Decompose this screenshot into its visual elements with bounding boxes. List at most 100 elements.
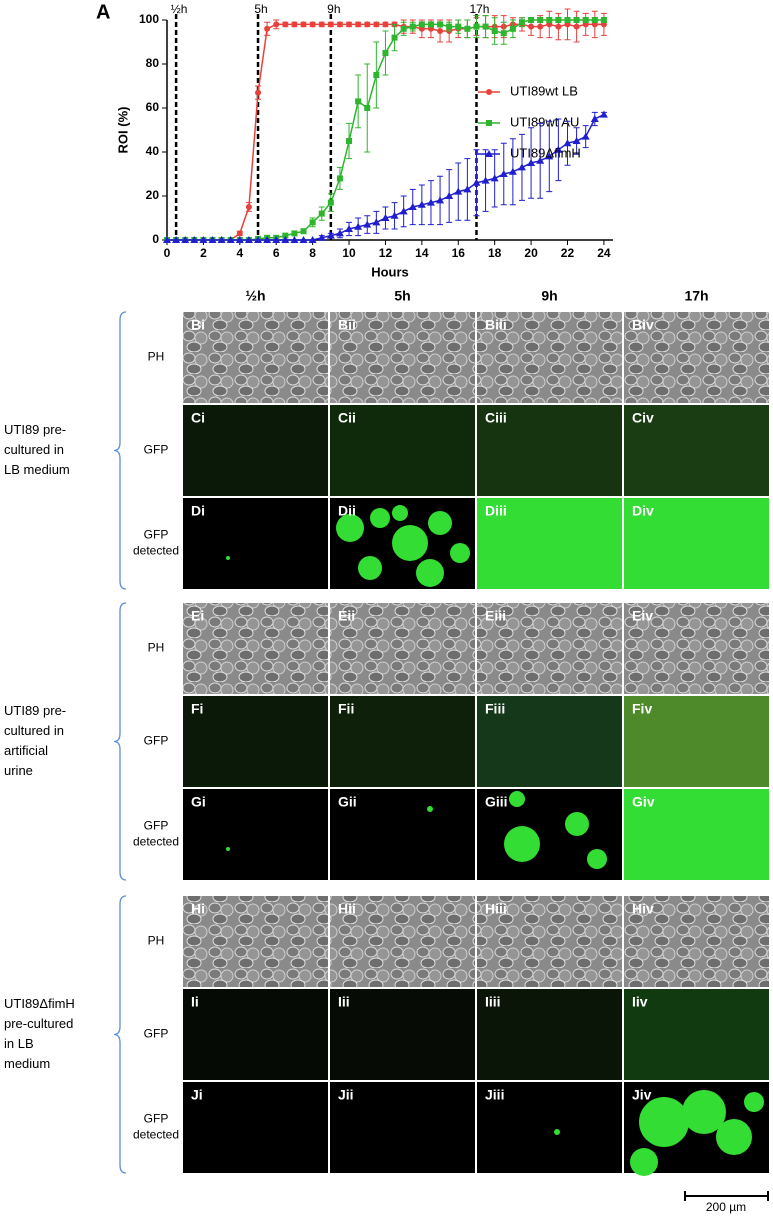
tile-label: Ciii [485, 410, 507, 426]
tile-label: Iiv [632, 994, 648, 1010]
image-tile [330, 312, 475, 403]
tile-label: Giii [485, 794, 508, 810]
group-label: medium [4, 1056, 50, 1071]
point [545, 152, 554, 160]
tile-label: Biv [632, 317, 654, 333]
point [409, 23, 416, 30]
tile-label: Ji [191, 1087, 203, 1103]
point [528, 23, 535, 30]
point [518, 19, 525, 26]
tile-label: Hi [191, 901, 205, 917]
point [463, 185, 472, 193]
point [373, 21, 380, 28]
gfp-region [682, 1090, 726, 1134]
point [372, 218, 381, 226]
point [326, 231, 335, 239]
tile-label: Bii [338, 317, 356, 333]
tile-label: Iiii [485, 994, 501, 1010]
x-tick-label: 18 [488, 246, 502, 260]
group-label: UTI89 pre- [4, 422, 66, 437]
tile-label: Civ [632, 410, 654, 426]
point [500, 30, 507, 37]
group-label: urine [4, 763, 33, 778]
point [355, 21, 362, 28]
image-tile [624, 989, 769, 1080]
point [481, 176, 490, 184]
point [308, 236, 317, 243]
point [427, 21, 434, 28]
gfp-region [630, 1148, 658, 1176]
tile-label: Gi [191, 794, 206, 810]
image-tile [183, 789, 328, 880]
x-axis-title: Hours [371, 264, 409, 279]
point [309, 21, 316, 28]
row-label: PH [148, 934, 165, 948]
y-tick-label: 20 [146, 188, 160, 202]
image-tile [330, 989, 475, 1080]
point [282, 232, 289, 239]
image-tile [624, 896, 769, 987]
point [485, 150, 493, 157]
point [472, 178, 481, 186]
point [499, 170, 508, 177]
image-tile [183, 312, 328, 403]
point [236, 230, 243, 237]
point [327, 199, 334, 206]
legend-label: UTI89wt AU [510, 114, 579, 129]
gfp-region [427, 806, 433, 812]
point [381, 214, 390, 221]
gfp-region [450, 543, 470, 563]
column-header: ½h [245, 288, 265, 304]
point [290, 236, 299, 243]
tile-label: Cii [338, 410, 356, 426]
group-label: cultured in [4, 442, 64, 457]
x-tick-label: 14 [415, 246, 429, 260]
point [490, 174, 499, 182]
row-label: detected [133, 1128, 179, 1142]
image-tile [477, 989, 622, 1080]
point [382, 50, 389, 56]
point [555, 17, 562, 23]
image-tile [183, 405, 328, 496]
tile-label: Fi [191, 701, 203, 717]
image-tile [477, 405, 622, 496]
point [336, 175, 343, 182]
point [391, 34, 398, 41]
gfp-region [744, 1092, 764, 1112]
point [363, 220, 372, 228]
point [263, 236, 272, 243]
point [436, 196, 445, 204]
point [486, 89, 492, 95]
tile-label: Hiv [632, 901, 654, 917]
point [591, 17, 598, 23]
image-tile [624, 312, 769, 403]
point [491, 28, 498, 34]
image-tile [477, 603, 622, 694]
point [255, 89, 262, 96]
tile-label: Jii [338, 1087, 354, 1103]
group-bracket [113, 895, 127, 1174]
tile-label: Eiv [632, 608, 653, 624]
image-tile [183, 603, 328, 694]
tile-label: Diii [485, 503, 507, 519]
group-label: UTI89 pre- [4, 703, 66, 718]
x-tick-label: 24 [597, 246, 611, 260]
point [527, 159, 536, 166]
point [446, 23, 453, 30]
image-tile [477, 498, 622, 589]
image-tile [624, 405, 769, 496]
tile-label: Eiii [485, 608, 506, 624]
gfp-region [416, 559, 444, 587]
image-tile [330, 603, 475, 694]
y-tick-label: 40 [146, 144, 160, 158]
group-label: in LB [4, 1036, 34, 1051]
x-tick-label: 22 [561, 246, 575, 260]
point [486, 120, 492, 126]
gfp-region [358, 556, 382, 580]
y-tick-label: 60 [146, 100, 160, 114]
image-tile [183, 1082, 328, 1173]
point [509, 25, 516, 32]
image-tile [624, 789, 769, 880]
point [226, 236, 235, 243]
point [299, 236, 308, 243]
